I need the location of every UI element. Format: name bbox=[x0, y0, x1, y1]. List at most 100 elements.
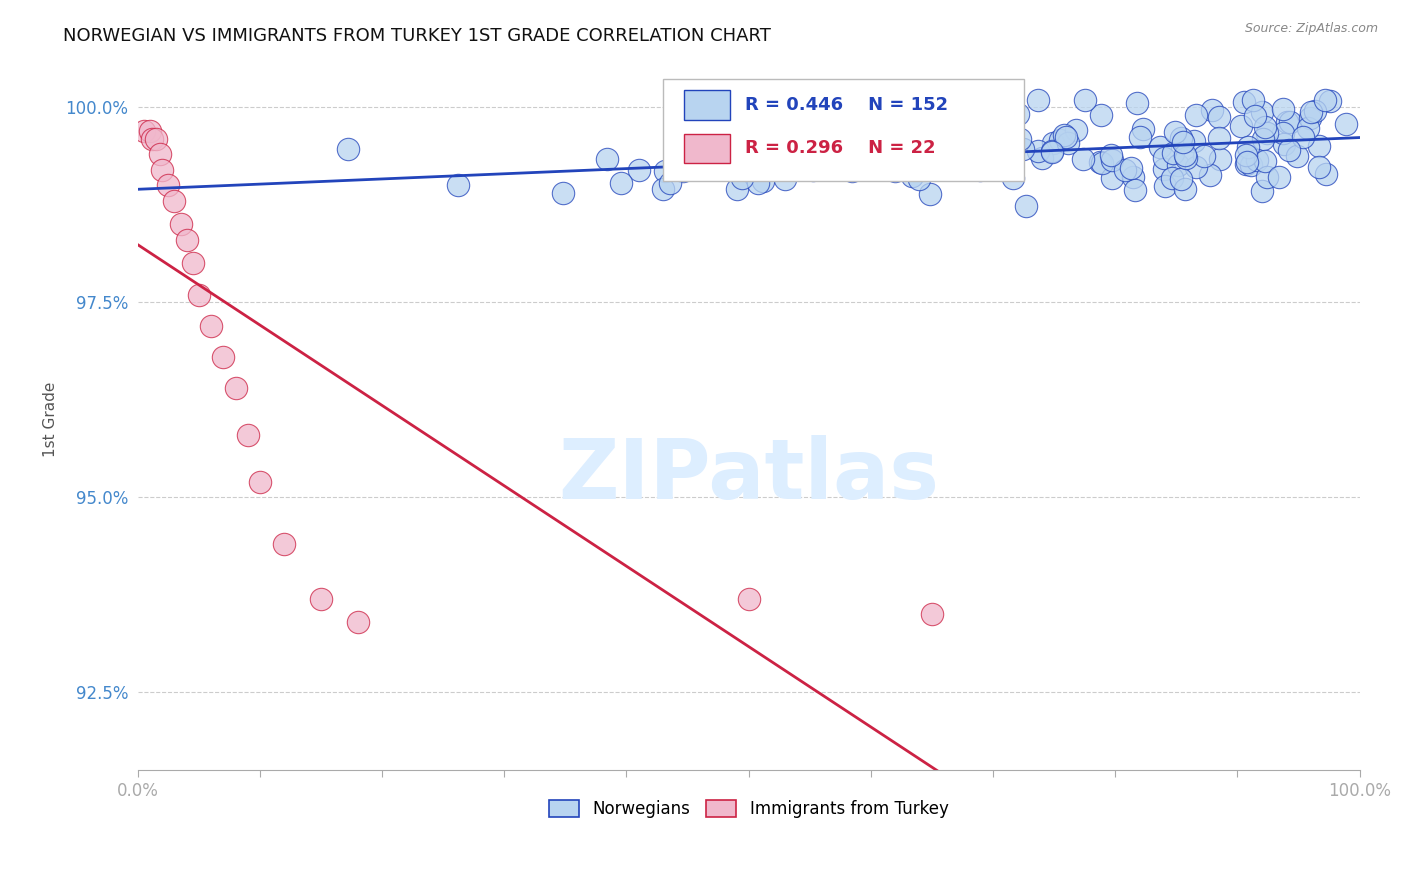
Point bbox=[141, 131, 163, 145]
Point bbox=[553, 186, 575, 200]
Point bbox=[1254, 120, 1277, 135]
Point bbox=[931, 154, 953, 169]
Point bbox=[841, 164, 863, 178]
Point bbox=[1185, 160, 1208, 174]
Point bbox=[1296, 121, 1319, 136]
Point bbox=[200, 318, 222, 333]
Legend: Norwegians, Immigrants from Turkey: Norwegians, Immigrants from Turkey bbox=[541, 793, 955, 825]
Text: ZIPatlas: ZIPatlas bbox=[558, 435, 939, 516]
Point bbox=[1185, 108, 1208, 122]
Point bbox=[1241, 93, 1264, 107]
Point bbox=[225, 381, 247, 395]
Point bbox=[1101, 153, 1123, 167]
Point bbox=[950, 150, 973, 164]
Point bbox=[928, 103, 950, 118]
Point bbox=[1271, 126, 1294, 140]
Point bbox=[956, 160, 979, 174]
Point bbox=[1122, 169, 1144, 184]
Point bbox=[1088, 154, 1111, 169]
Point bbox=[1234, 148, 1257, 162]
Point bbox=[990, 122, 1012, 136]
Point bbox=[1313, 93, 1336, 107]
Point bbox=[336, 142, 359, 156]
Point bbox=[1208, 152, 1230, 166]
Point bbox=[1049, 132, 1071, 146]
Point bbox=[1256, 126, 1278, 140]
Point bbox=[652, 182, 675, 196]
Point bbox=[884, 164, 907, 178]
Point bbox=[132, 124, 155, 138]
Point bbox=[309, 591, 332, 606]
Point bbox=[1244, 109, 1267, 123]
Point bbox=[856, 135, 879, 149]
Point bbox=[447, 178, 470, 193]
Point bbox=[139, 124, 162, 138]
Point bbox=[756, 137, 779, 152]
Point bbox=[1026, 145, 1049, 159]
Point bbox=[775, 138, 797, 153]
Point bbox=[1299, 105, 1322, 120]
Point bbox=[922, 145, 945, 160]
Point bbox=[1303, 103, 1326, 118]
Point bbox=[1170, 171, 1192, 186]
Point bbox=[1040, 145, 1063, 160]
Point bbox=[1271, 102, 1294, 116]
Point bbox=[886, 154, 908, 169]
Point bbox=[157, 178, 180, 193]
Point bbox=[1090, 108, 1112, 122]
Point bbox=[997, 145, 1019, 160]
Point bbox=[212, 350, 235, 364]
Point bbox=[1278, 144, 1301, 158]
Point bbox=[956, 142, 979, 156]
Point bbox=[1286, 149, 1309, 163]
Bar bbox=[683, 90, 730, 120]
Point bbox=[1002, 170, 1025, 185]
Point bbox=[785, 154, 807, 169]
Point bbox=[950, 121, 973, 136]
Point bbox=[1042, 136, 1064, 150]
Point bbox=[1101, 170, 1123, 185]
Point bbox=[1040, 144, 1063, 158]
Point bbox=[596, 152, 619, 166]
Point bbox=[249, 475, 271, 489]
Point bbox=[752, 174, 775, 188]
Point bbox=[979, 157, 1001, 171]
Point bbox=[1132, 121, 1154, 136]
Point bbox=[1277, 115, 1299, 129]
Point bbox=[1014, 198, 1036, 212]
Point bbox=[973, 133, 995, 147]
Point bbox=[1315, 167, 1337, 181]
Point bbox=[769, 140, 792, 154]
Point bbox=[672, 164, 695, 178]
Point bbox=[952, 159, 974, 173]
Point bbox=[1149, 139, 1171, 153]
Point bbox=[1153, 152, 1175, 166]
Point bbox=[671, 115, 693, 129]
Point bbox=[742, 148, 765, 162]
Point bbox=[176, 233, 198, 247]
Point bbox=[1233, 95, 1256, 109]
Point bbox=[1240, 158, 1263, 172]
Point bbox=[1031, 151, 1053, 165]
Point bbox=[1246, 153, 1268, 168]
Point bbox=[984, 154, 1007, 169]
Point bbox=[783, 137, 806, 152]
Point bbox=[1171, 136, 1194, 150]
Point bbox=[1129, 130, 1152, 145]
Point bbox=[628, 163, 651, 178]
Point bbox=[737, 591, 759, 606]
Point bbox=[1091, 156, 1114, 170]
Point bbox=[783, 139, 806, 153]
Point bbox=[725, 182, 748, 196]
Point bbox=[921, 607, 943, 621]
Point bbox=[1054, 130, 1077, 145]
Point bbox=[1268, 169, 1291, 184]
Point bbox=[1175, 151, 1198, 165]
Point bbox=[1234, 157, 1257, 171]
Point bbox=[828, 161, 851, 175]
Point bbox=[1161, 145, 1184, 160]
Point bbox=[181, 256, 204, 270]
Point bbox=[929, 141, 952, 155]
Point bbox=[1272, 136, 1295, 151]
Point bbox=[1198, 168, 1220, 182]
